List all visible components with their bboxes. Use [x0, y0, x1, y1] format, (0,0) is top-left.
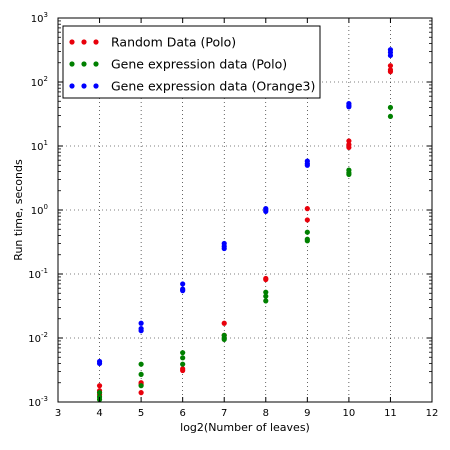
data-point [387, 52, 394, 59]
data-point [138, 383, 144, 389]
data-point [180, 350, 186, 356]
x-axis-label: log2(Number of leaves) [180, 421, 310, 434]
legend-marker [81, 83, 87, 89]
y-tick-labels: 10-3 10-2 10-1 100 101 102 103 [28, 11, 48, 409]
legend-label: Gene expression data (Orange3) [111, 79, 315, 94]
data-point [263, 276, 269, 283]
x-tick-label: 9 [304, 408, 310, 419]
y-tick-label: 103 [31, 11, 48, 25]
data-point [304, 162, 310, 168]
data-point [138, 390, 144, 396]
x-tick-label: 10 [343, 408, 356, 419]
x-tick-label: 12 [426, 408, 439, 419]
data-point [304, 206, 310, 212]
data-point [221, 245, 227, 252]
x-tick-label: 11 [384, 408, 397, 419]
data-point [263, 298, 269, 304]
data-point [346, 171, 352, 177]
x-tick-label: 3 [55, 408, 61, 419]
data-point [346, 104, 352, 110]
data-point [387, 113, 394, 120]
y-tick-label: 102 [31, 75, 48, 89]
data-point [221, 336, 227, 343]
data-point [180, 281, 186, 287]
data-points [96, 47, 394, 402]
legend-marker [81, 39, 87, 45]
x-tick-label: 7 [221, 408, 227, 419]
legend-marker [93, 61, 99, 67]
legend-marker [69, 61, 75, 67]
legend-marker [69, 83, 75, 89]
data-point [138, 328, 144, 334]
data-point [180, 367, 186, 374]
data-point [346, 144, 352, 151]
x-tick-label: 5 [138, 408, 144, 419]
x-tick-label: 8 [263, 408, 269, 419]
legend-marker [69, 39, 75, 45]
data-point [263, 208, 269, 215]
y-tick-label: 100 [31, 203, 48, 217]
data-point [263, 293, 269, 299]
data-point [96, 390, 103, 396]
data-point [304, 238, 310, 244]
legend-marker [93, 83, 99, 89]
data-point [221, 320, 227, 326]
data-point [96, 383, 103, 389]
legend-label: Random Data (Polo) [111, 35, 236, 50]
data-point [96, 360, 103, 367]
y-tick-label: 10-2 [28, 331, 48, 345]
data-point [138, 320, 144, 326]
data-point [180, 361, 186, 367]
data-point [263, 289, 269, 295]
data-point [304, 217, 310, 223]
y-tick-label: 10-3 [28, 395, 48, 409]
data-point [346, 138, 352, 144]
data-point [180, 355, 186, 361]
data-point [387, 69, 394, 75]
data-point [387, 104, 394, 111]
x-tick-label: 4 [96, 408, 102, 419]
data-point [304, 229, 310, 235]
y-axis-label: Run time, seconds [12, 159, 25, 261]
legend-label: Gene expression data (Polo) [111, 57, 287, 72]
legend-marker [93, 39, 99, 45]
data-point [387, 63, 394, 69]
y-tick-label: 101 [31, 139, 48, 153]
data-point [138, 361, 144, 367]
legend: Random Data (Polo) Gene expression data (… [62, 25, 321, 99]
legend-box [62, 25, 321, 99]
x-tick-labels: 3 4 5 6 7 8 9 10 11 12 [55, 408, 439, 419]
data-point [138, 371, 144, 377]
x-tick-label: 6 [179, 408, 185, 419]
data-point [180, 288, 186, 294]
plot-frame [57, 17, 433, 403]
legend-marker [81, 61, 87, 67]
y-tick-label: 10-1 [28, 267, 48, 281]
